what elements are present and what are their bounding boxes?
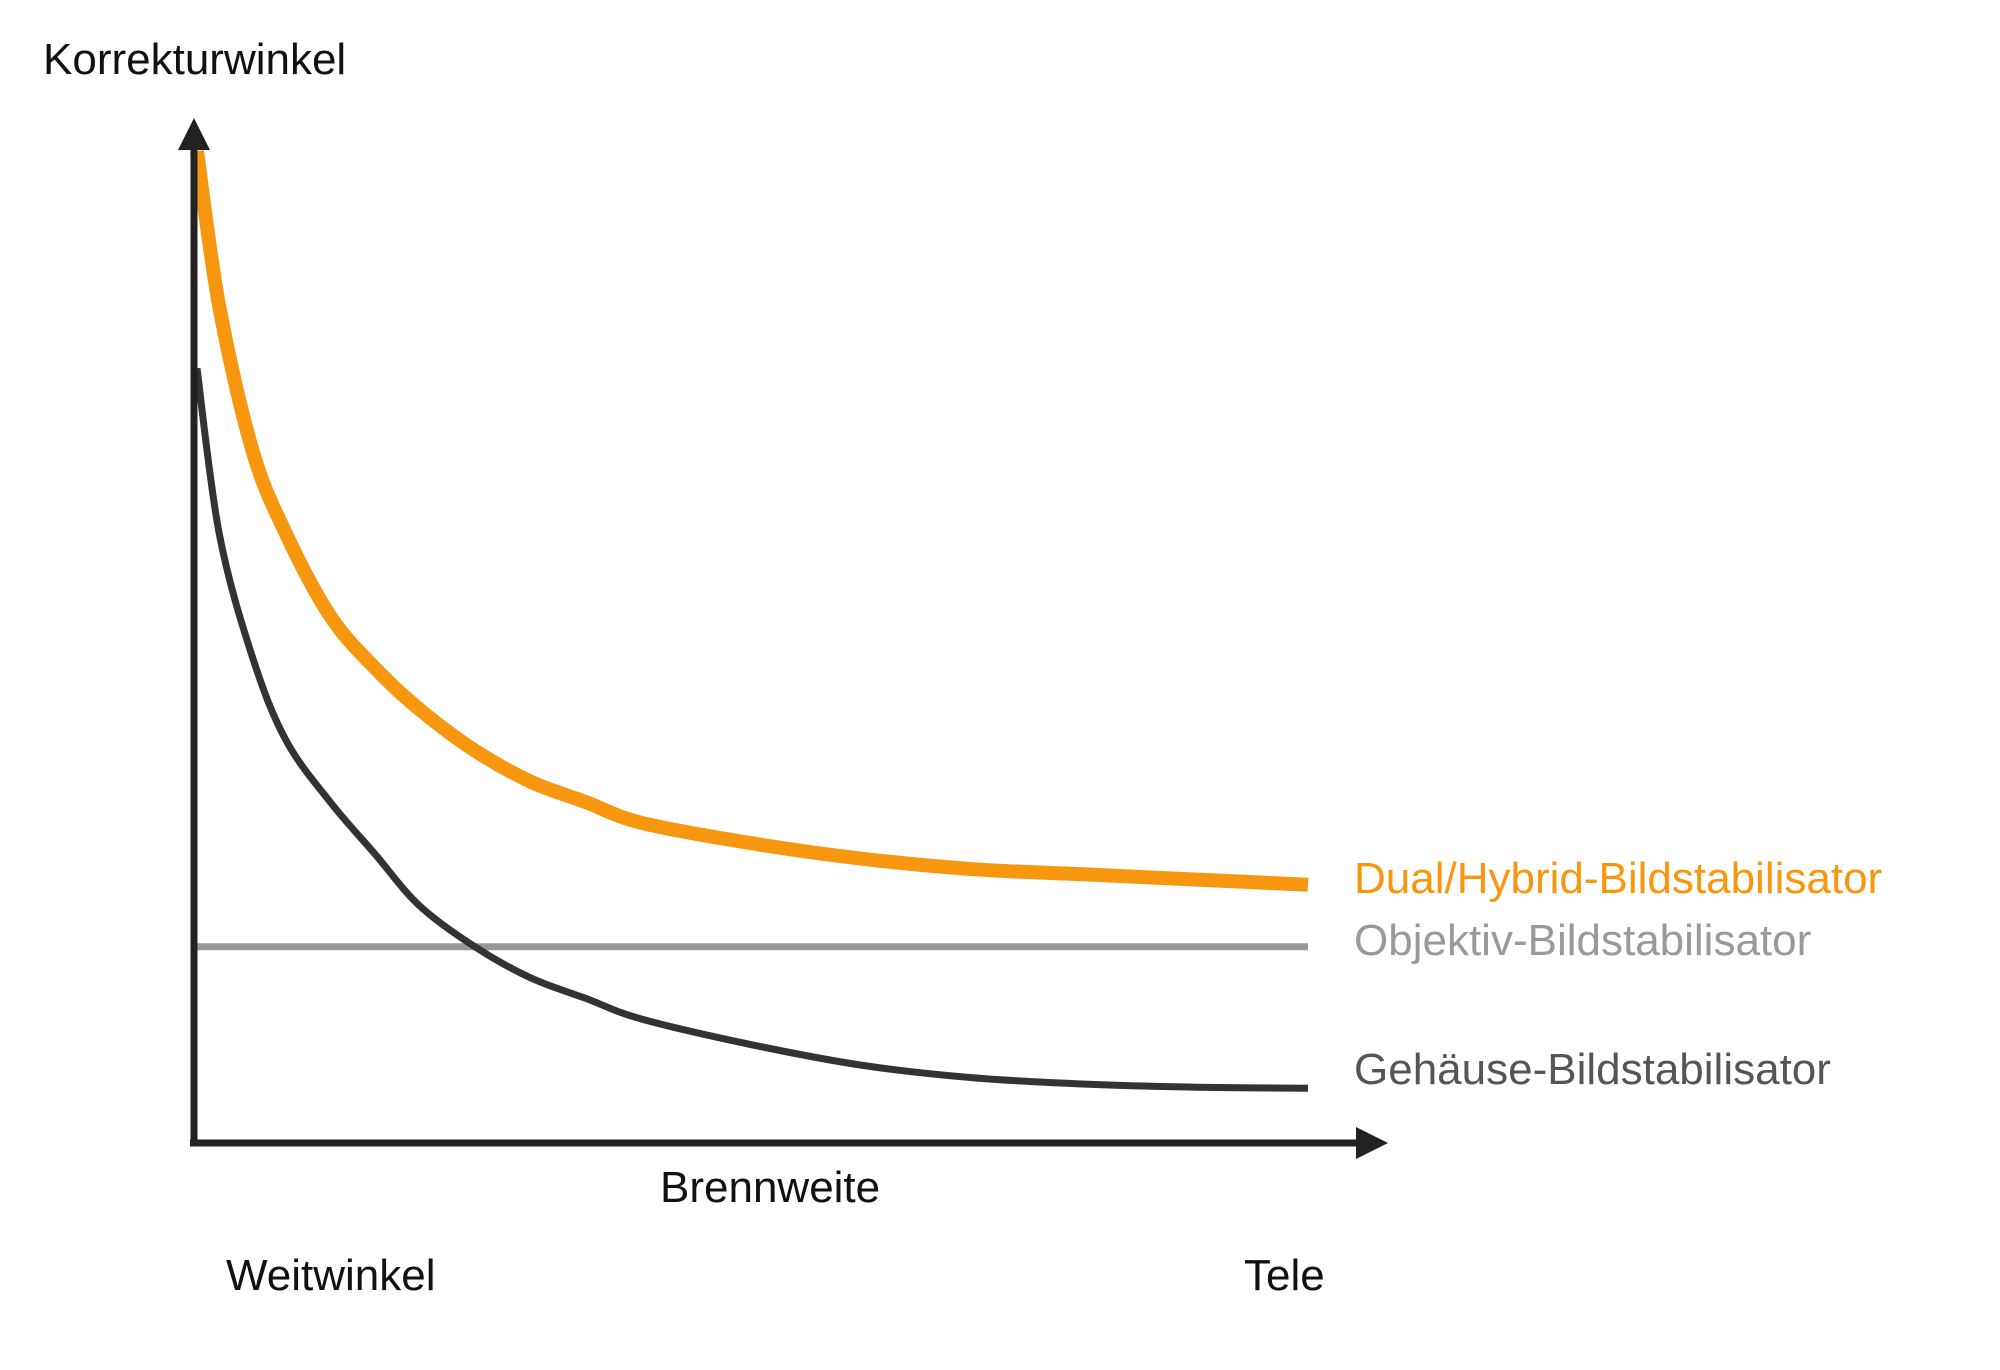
x-axis-label: Brennweite bbox=[660, 1163, 881, 1212]
legend-label-gehaeuse: Gehäuse-Bildstabilisator bbox=[1354, 1045, 1831, 1095]
legend-label-dual-hybrid: Dual/Hybrid-Bildstabilisator bbox=[1354, 853, 1883, 903]
x-tick-label-weitwinkel: Weitwinkel bbox=[226, 1251, 436, 1300]
y-axis-arrowhead bbox=[178, 118, 210, 150]
axes-layer bbox=[178, 118, 1388, 1159]
y-axis-label: Korrekturwinkel bbox=[43, 35, 347, 84]
x-tick-label-tele: Tele bbox=[1244, 1251, 1325, 1300]
series-layer bbox=[190, 150, 1309, 1092]
series-line-dual-hybrid bbox=[190, 150, 1309, 892]
series-line-gehaeuse bbox=[193, 367, 1309, 1092]
x-axis-arrowhead bbox=[1356, 1127, 1388, 1159]
legend-label-objektiv: Objektiv-Bildstabilisator bbox=[1354, 915, 1812, 965]
